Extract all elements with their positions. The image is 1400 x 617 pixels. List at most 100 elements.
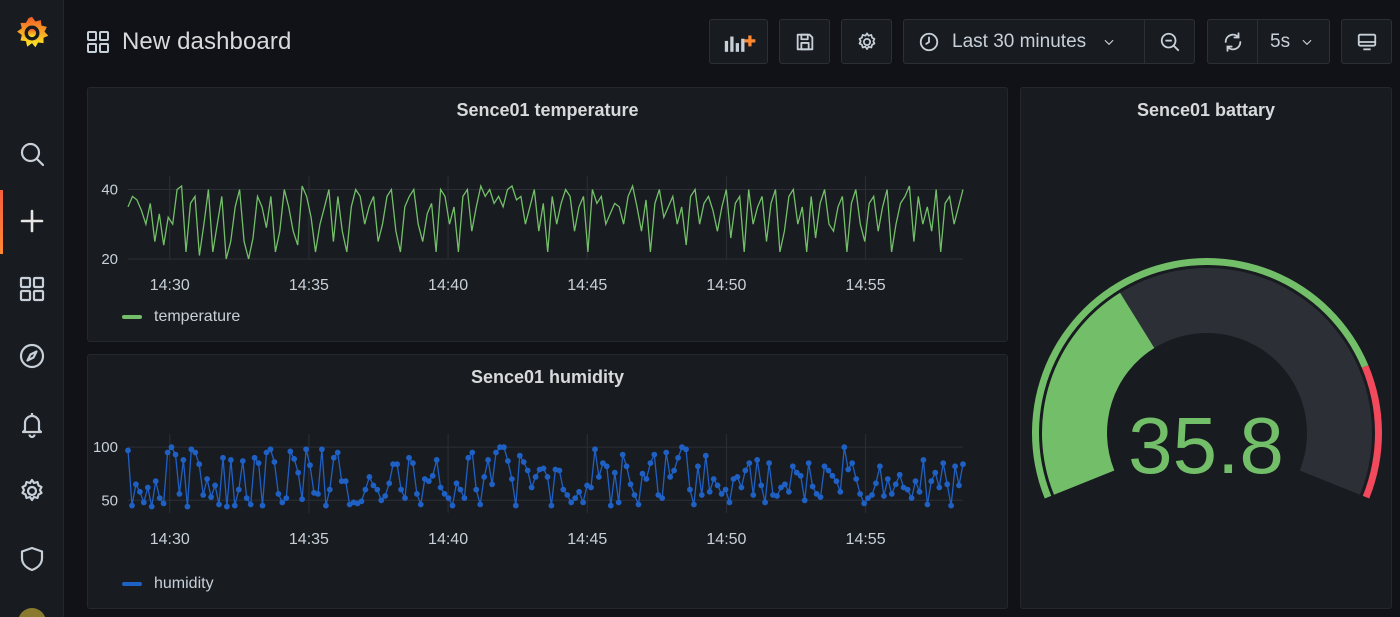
data-point xyxy=(797,472,804,479)
data-point xyxy=(516,452,523,459)
zoom-out-button[interactable] xyxy=(1145,31,1194,53)
data-point xyxy=(125,447,131,454)
page-title[interactable]: New dashboard xyxy=(122,28,292,55)
data-point xyxy=(611,469,618,476)
data-point xyxy=(323,502,329,509)
legend-label: humidity xyxy=(154,575,214,592)
panel-title[interactable]: Sence01 humidity xyxy=(470,367,625,387)
create-plus-icon[interactable] xyxy=(0,193,64,249)
data-point xyxy=(449,502,456,509)
data-point xyxy=(936,484,943,491)
data-point xyxy=(437,484,444,491)
data-point xyxy=(485,457,491,463)
legend-item[interactable]: humidity xyxy=(122,575,214,593)
search-icon[interactable] xyxy=(0,126,64,182)
x-tick-label: 14:55 xyxy=(846,531,886,548)
explore-compass-icon[interactable] xyxy=(0,328,64,384)
save-dashboard-button[interactable] xyxy=(779,19,830,64)
tv-mode-button[interactable] xyxy=(1341,19,1392,64)
configuration-gear-icon[interactable] xyxy=(0,463,64,519)
data-point xyxy=(247,501,254,508)
data-point xyxy=(291,456,298,462)
time-range-picker[interactable]: Last 30 minutes xyxy=(904,31,1144,53)
data-point xyxy=(532,474,539,480)
data-point xyxy=(176,491,183,497)
data-point xyxy=(710,476,717,482)
data-point xyxy=(588,484,594,491)
temperature-chart[interactable]: 20 40 14:30 14:35 14:40 14:45 14:50 14:55 xyxy=(88,88,1009,343)
data-point xyxy=(833,478,840,485)
data-point xyxy=(228,457,234,463)
data-point xyxy=(188,446,195,453)
data-point xyxy=(960,461,966,468)
legend-item[interactable]: temperature xyxy=(122,308,240,326)
data-point xyxy=(683,446,689,453)
data-point xyxy=(643,476,650,482)
panel-title[interactable]: Sence01 temperature xyxy=(456,100,639,120)
data-point xyxy=(172,451,179,458)
temperature-panel[interactable]: Sence01 temperature 20 40 14:30 14:35 14:40 1… xyxy=(87,87,1008,342)
refresh-button[interactable] xyxy=(1208,31,1257,53)
settings-gear-icon xyxy=(858,31,875,50)
data-point xyxy=(319,446,325,453)
data-point xyxy=(196,461,203,468)
data-point xyxy=(722,486,729,493)
panel-title[interactable]: Sence01 battary xyxy=(1136,100,1276,120)
data-point xyxy=(524,467,531,474)
x-tick-label: 14:40 xyxy=(428,277,468,294)
dashboards-grid-icon[interactable] xyxy=(0,261,64,317)
user-avatar[interactable] xyxy=(18,608,46,617)
data-point xyxy=(908,495,915,501)
data-point xyxy=(330,454,337,461)
data-point xyxy=(382,493,389,499)
grafana-logo-icon[interactable] xyxy=(0,5,64,61)
data-point xyxy=(204,476,210,482)
refresh-interval-picker[interactable]: 5s xyxy=(1258,31,1314,53)
humidity-panel[interactable]: Sence01 humidity 50 100 14:30 14:35 14:40 14:… xyxy=(87,354,1008,609)
data-point xyxy=(156,495,163,501)
data-point xyxy=(394,461,400,468)
data-point xyxy=(655,492,662,498)
data-point xyxy=(342,478,349,485)
data-point xyxy=(160,500,167,507)
data-point xyxy=(235,486,242,493)
data-point xyxy=(271,459,278,465)
data-point xyxy=(825,467,832,474)
data-point xyxy=(750,492,757,498)
data-point xyxy=(615,499,622,506)
data-point xyxy=(152,478,159,485)
data-point xyxy=(358,498,365,505)
add-panel-button[interactable] xyxy=(709,19,768,64)
server-admin-shield-icon[interactable] xyxy=(0,531,64,587)
humidity-chart[interactable]: 50 100 14:30 14:35 14:40 14:45 14:50 14:55 xyxy=(88,355,1009,610)
data-point xyxy=(212,482,218,489)
data-point xyxy=(239,458,246,464)
data-point xyxy=(200,492,207,498)
data-point xyxy=(386,480,393,487)
x-tick-label: 14:45 xyxy=(567,531,607,548)
time-picker-group: Last 30 minutes xyxy=(903,19,1195,64)
battery-panel[interactable]: Sence01 battary 35.8 xyxy=(1020,87,1392,609)
dashboard-title-area[interactable]: New dashboard xyxy=(86,24,291,60)
legend-swatch xyxy=(122,582,142,586)
data-point xyxy=(505,458,511,464)
data-point xyxy=(568,499,575,506)
data-point xyxy=(576,488,582,495)
data-point xyxy=(406,454,412,461)
data-point xyxy=(667,474,674,480)
legend-label: temperature xyxy=(154,308,241,325)
data-point xyxy=(417,501,424,508)
series-line-temperature xyxy=(127,183,964,260)
data-point xyxy=(932,469,939,476)
data-point xyxy=(429,472,436,479)
data-point xyxy=(259,502,266,509)
data-point xyxy=(216,501,222,508)
alerting-bell-icon[interactable] xyxy=(0,396,64,452)
legend-swatch xyxy=(122,315,142,319)
refresh-group: 5s xyxy=(1207,19,1330,64)
data-point xyxy=(326,486,333,493)
data-point xyxy=(841,444,848,451)
dashboard-settings-button[interactable] xyxy=(841,19,892,64)
data-point xyxy=(461,495,468,501)
